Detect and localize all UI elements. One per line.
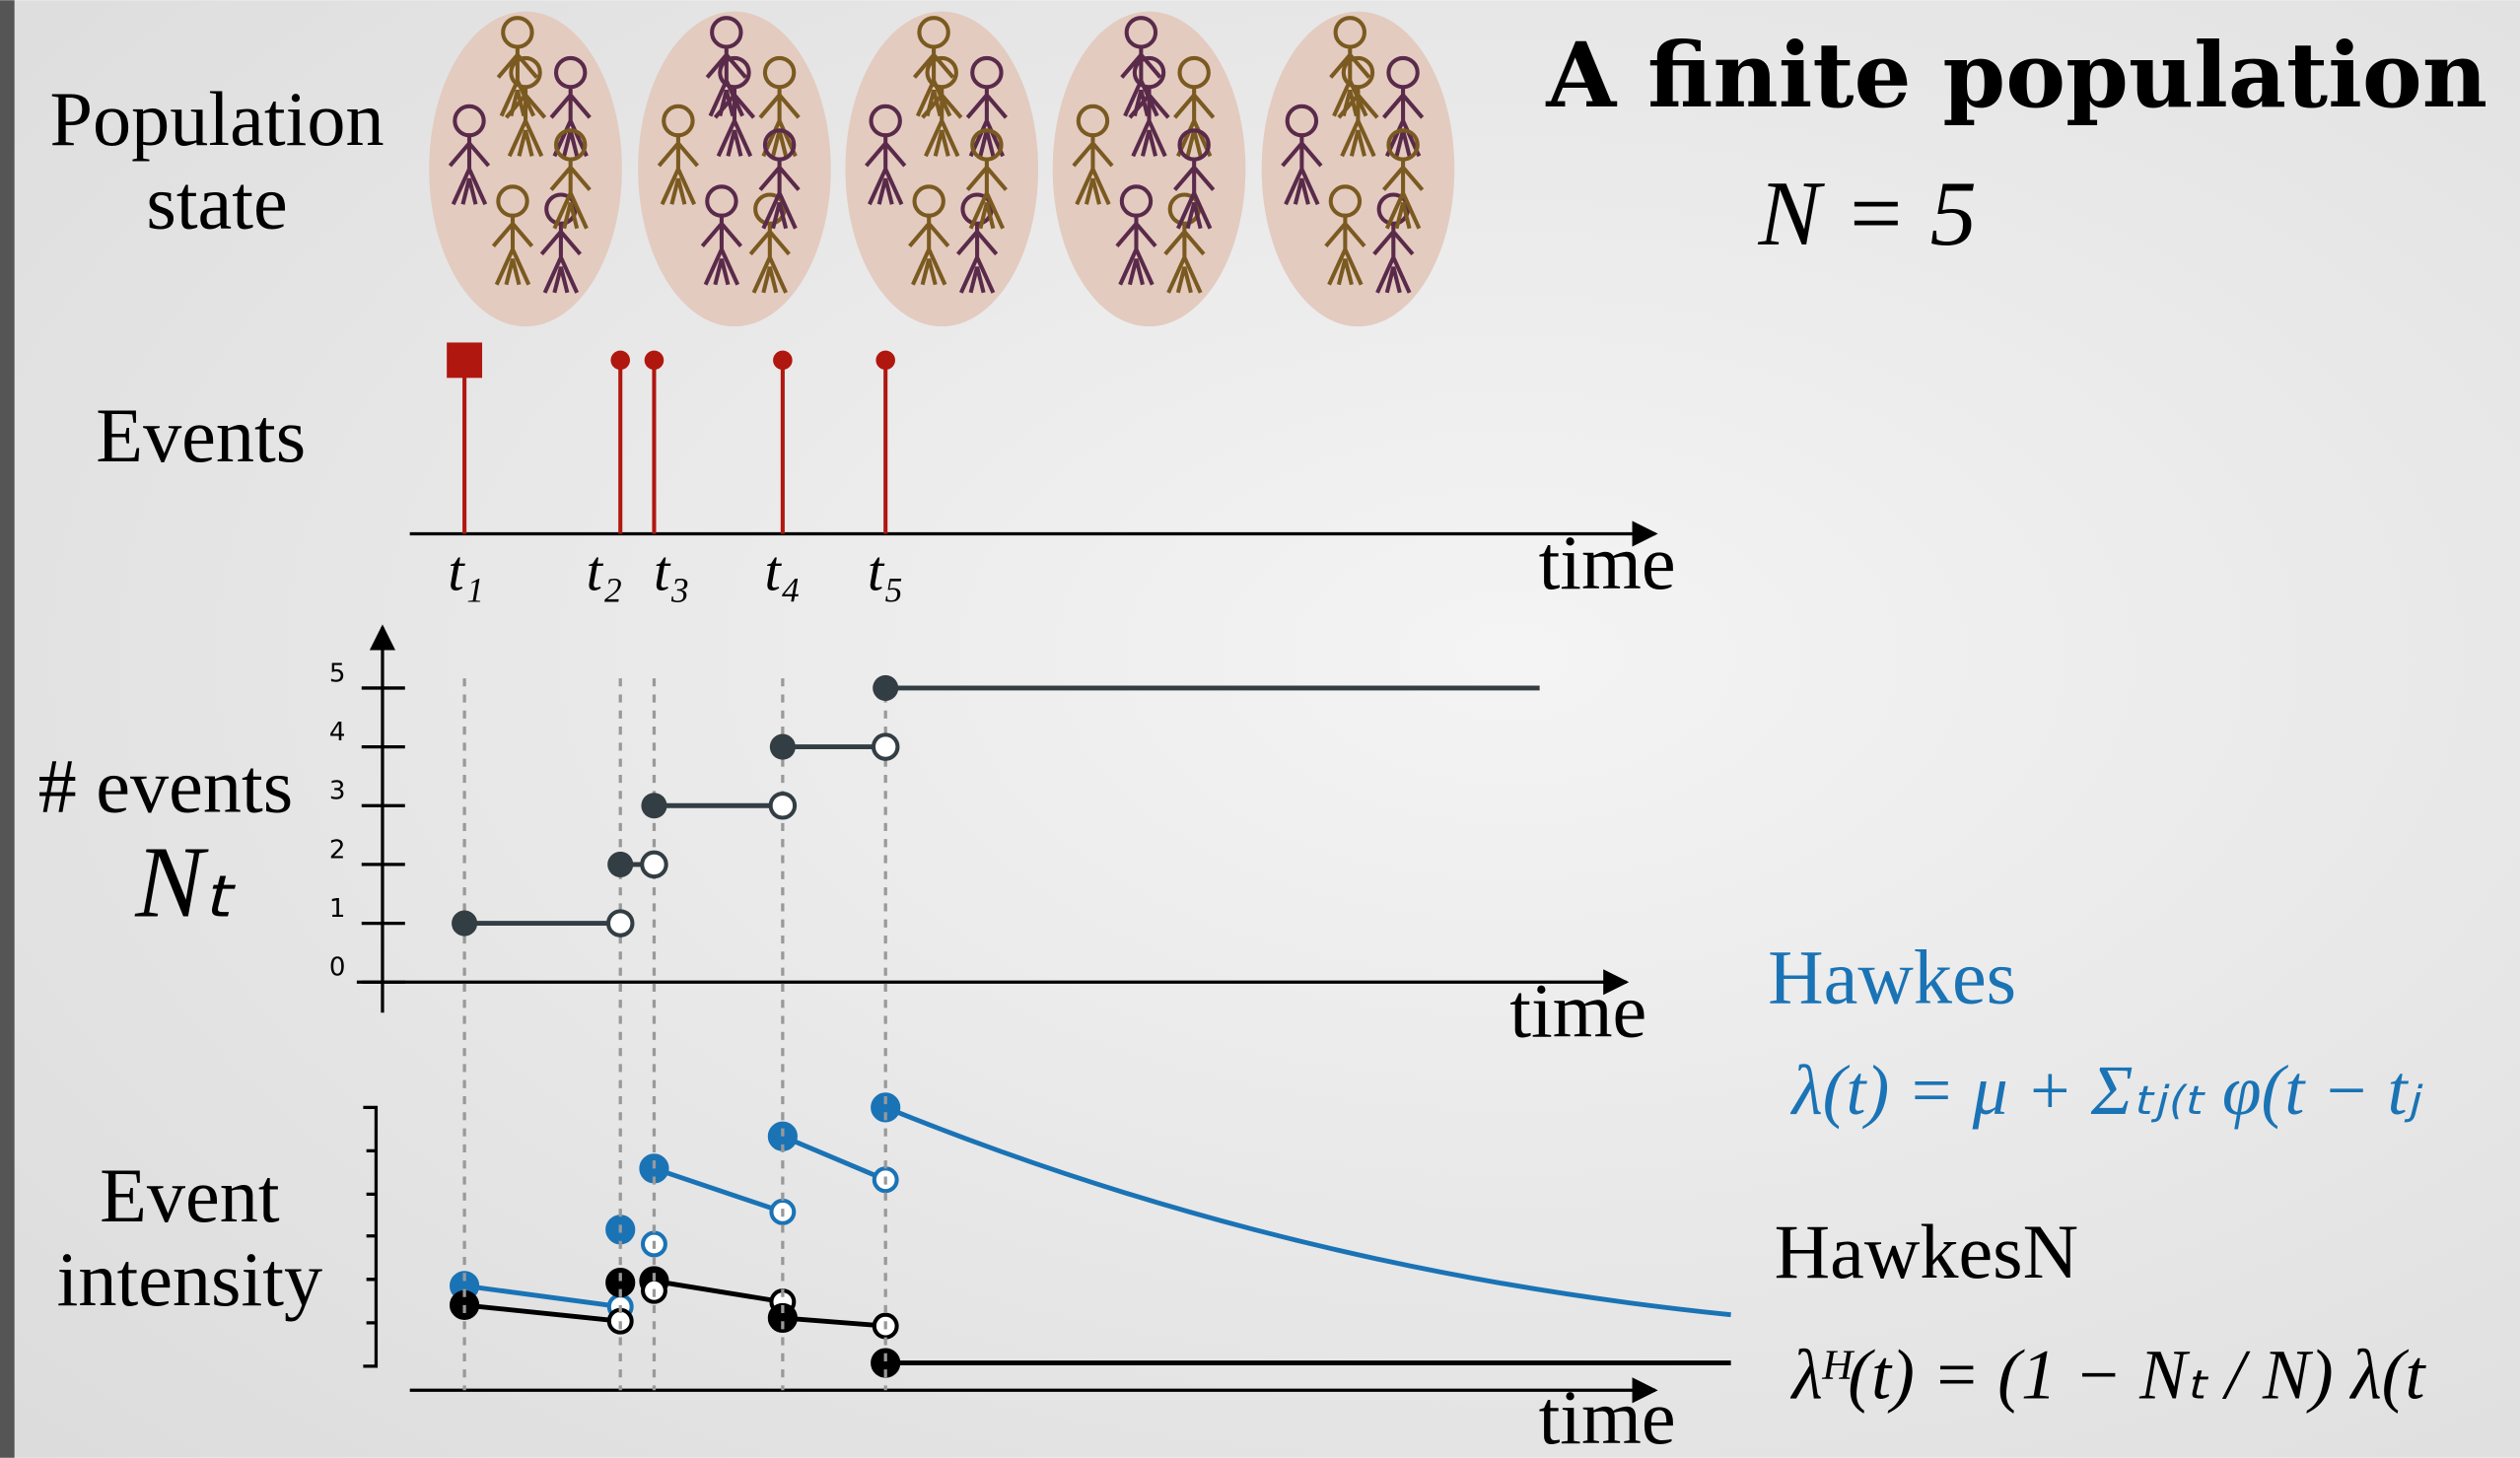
event-marker: [610, 351, 630, 371]
event-marker: [645, 351, 665, 371]
count-open-point: [642, 853, 665, 876]
event-label: t₄: [765, 538, 802, 602]
count-point: [452, 911, 477, 937]
row-label: state: [146, 160, 287, 245]
count-point: [873, 675, 898, 701]
y-tick-label: 3: [329, 777, 346, 806]
row-label: intensity: [57, 1236, 322, 1322]
background: [0, 0, 2520, 1458]
side-bar: [0, 0, 15, 1458]
slide: A finite population N = 5 Population sta…: [0, 0, 2520, 1458]
count-open-point: [608, 911, 632, 935]
count-point: [607, 852, 633, 877]
row-label: Population: [50, 76, 385, 162]
event-label: t₃: [654, 538, 690, 602]
count-point: [641, 793, 666, 818]
event-marker: [875, 351, 895, 371]
row-label: Nₜ: [134, 824, 237, 938]
axis-label: time: [1539, 520, 1676, 605]
row-label: Event: [100, 1152, 280, 1238]
y-tick-label: 1: [329, 894, 346, 924]
event-marker: [447, 342, 482, 378]
event-marker: [773, 351, 793, 371]
axis-label: time: [1509, 968, 1646, 1054]
event-label: t₅: [868, 538, 904, 602]
model-name: Hawkes: [1768, 934, 2016, 1019]
event-label: t₁: [448, 538, 484, 602]
axis-label: time: [1539, 1374, 1676, 1458]
row-label: # events: [38, 742, 294, 828]
model-name: HawkesN: [1775, 1209, 2079, 1294]
event-label: t₂: [587, 538, 623, 602]
y-tick-label: 0: [329, 953, 346, 983]
population-equation: N = 5: [1757, 163, 1976, 265]
y-tick-label: 5: [329, 659, 346, 688]
count-open-point: [771, 794, 795, 817]
model-formula: λᴴ(t) = (1 − Nₜ / N) λ(t: [1790, 1335, 2427, 1414]
row-label: Events: [96, 392, 306, 478]
model-formula: λ(t) = μ + Σₜⱼ₍ₜ φ(t − tⱼ: [1790, 1051, 2423, 1130]
y-tick-label: 4: [329, 718, 346, 747]
count-open-point: [874, 734, 897, 758]
y-tick-label: 2: [329, 835, 346, 865]
count-point: [770, 734, 796, 760]
title: A finite population: [1545, 22, 2487, 128]
